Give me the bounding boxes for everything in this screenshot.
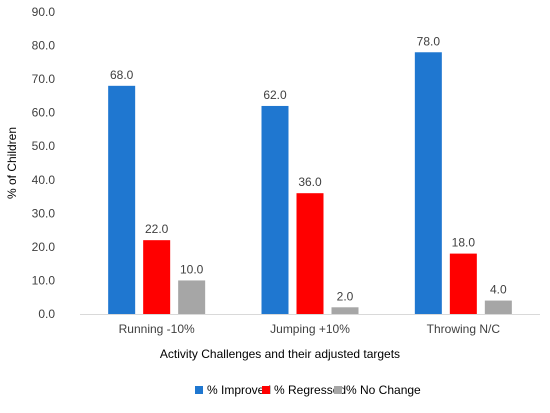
y-tick-label: 70.0	[32, 72, 56, 86]
data-label: 22.0	[145, 222, 169, 236]
data-label: 36.0	[298, 175, 322, 189]
legend-swatch	[334, 386, 342, 394]
x-tick-label: Jumping +10%	[270, 322, 350, 336]
x-tick-label: Running -10%	[119, 322, 195, 336]
bar	[449, 253, 477, 314]
legend-swatch	[195, 386, 203, 394]
y-axis: 0.0 10.0 20.0 30.0 40.0 50.0 60.0 70.0 80.0 90.0	[32, 5, 56, 321]
bar	[484, 300, 512, 314]
bar	[296, 193, 324, 314]
y-tick-label: 80.0	[32, 39, 56, 53]
bar	[261, 105, 289, 314]
data-label: 78.0	[417, 34, 441, 48]
y-tick-label: 30.0	[32, 206, 56, 220]
bar	[108, 85, 136, 314]
data-label: 10.0	[180, 262, 204, 276]
legend: % Improved% Regressed% No Change	[195, 383, 421, 397]
y-tick-label: 10.0	[32, 273, 56, 287]
y-tick-label: 20.0	[32, 240, 56, 254]
bar	[143, 240, 171, 314]
y-tick-label: 40.0	[32, 173, 56, 187]
y-tick-label: 90.0	[32, 5, 56, 19]
legend-label: % Improved	[207, 383, 271, 397]
y-axis-title: % of Children	[5, 127, 19, 199]
bar	[178, 280, 206, 314]
bar	[414, 52, 442, 315]
data-label: 2.0	[337, 289, 354, 303]
data-label: 18.0	[452, 236, 476, 250]
legend-label: % Regressed	[274, 383, 346, 397]
bar	[331, 307, 359, 314]
y-tick-label: 50.0	[32, 139, 56, 153]
legend-swatch	[262, 386, 270, 394]
x-tick-label: Throwing N/C	[427, 322, 501, 336]
x-axis-title: Activity Challenges and their adjusted t…	[160, 347, 400, 361]
x-axis: Running -10% Jumping +10% Throwing N/C	[80, 314, 540, 336]
bars: 68.0 22.0 10.0 62.0 36.0 2.0 78.0 18.0 4.0	[108, 34, 512, 315]
data-label: 62.0	[263, 88, 287, 102]
y-tick-label: 0.0	[38, 307, 55, 321]
data-label: 68.0	[110, 68, 134, 82]
y-tick-label: 60.0	[32, 106, 56, 120]
legend-label: % No Change	[346, 383, 421, 397]
data-label: 4.0	[490, 283, 507, 297]
